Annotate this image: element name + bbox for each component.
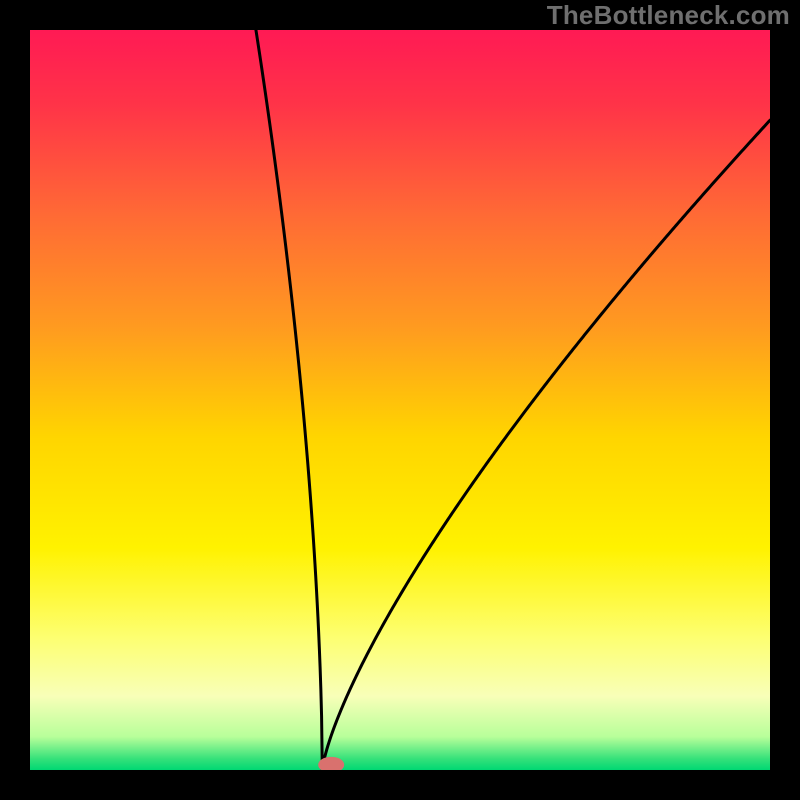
bottleneck-chart: [0, 0, 800, 800]
watermark-text: TheBottleneck.com: [547, 0, 790, 31]
gradient-background: [30, 30, 770, 770]
